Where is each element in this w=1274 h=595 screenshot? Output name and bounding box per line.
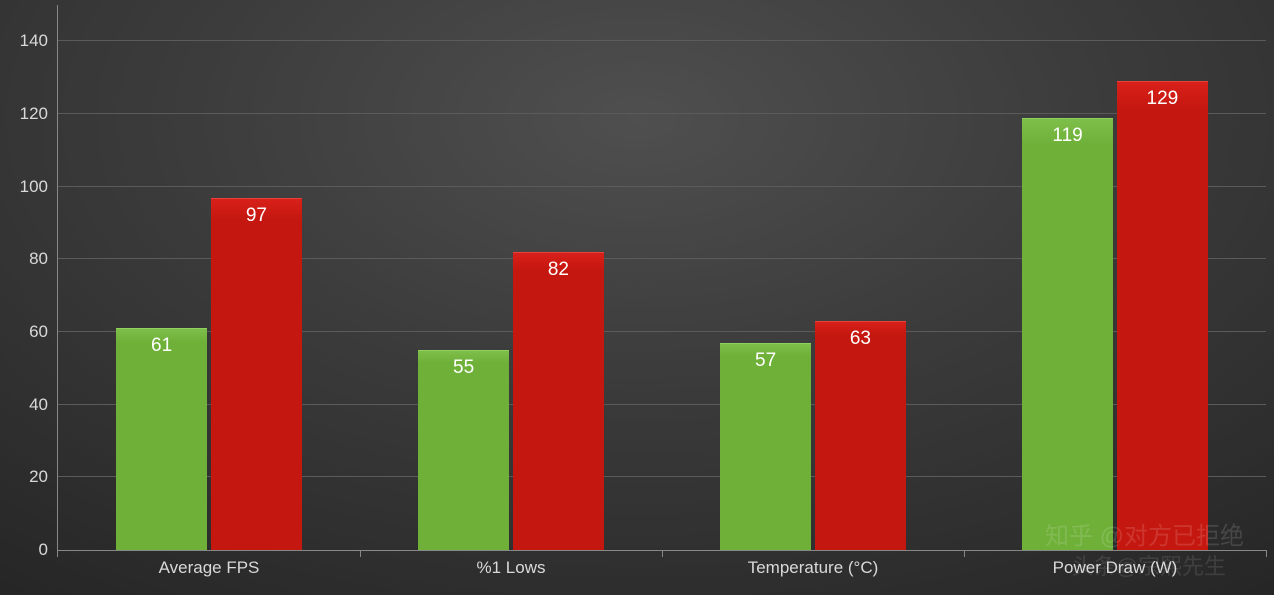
x-tick-mark bbox=[662, 550, 663, 557]
x-category-label: Temperature (°C) bbox=[748, 550, 879, 578]
bar-series-b: 82 bbox=[513, 252, 605, 550]
x-category-label: %1 Lows bbox=[477, 550, 546, 578]
x-tick-mark bbox=[1266, 550, 1267, 557]
y-tick-label: 40 bbox=[29, 395, 58, 415]
bar-value-label: 55 bbox=[418, 357, 510, 379]
bar-value-label: 82 bbox=[513, 259, 605, 281]
x-tick-mark bbox=[964, 550, 965, 557]
x-tick-mark bbox=[360, 550, 361, 557]
bar-series-a: 61 bbox=[116, 328, 208, 550]
bar-series-b: 129 bbox=[1117, 81, 1209, 550]
bar-value-label: 129 bbox=[1117, 88, 1209, 110]
y-tick-label: 100 bbox=[20, 177, 58, 197]
y-tick-label: 120 bbox=[20, 104, 58, 124]
y-tick-label: 140 bbox=[20, 31, 58, 51]
plot-area: 020406080100120140Average FPS%1 LowsTemp… bbox=[58, 5, 1266, 550]
bar-series-a: 119 bbox=[1022, 118, 1114, 550]
bar-series-a: 57 bbox=[720, 343, 812, 550]
y-tick-label: 80 bbox=[29, 249, 58, 269]
bar-value-label: 61 bbox=[116, 335, 208, 357]
x-category-label: Average FPS bbox=[159, 550, 260, 578]
gridline bbox=[58, 113, 1266, 114]
bar-value-label: 119 bbox=[1022, 125, 1114, 147]
chart-container: 0 20 40 60 80 100 120 140 Average FPS %1 Lows Temp… bbox=[0, 0, 1274, 595]
x-tick-mark bbox=[57, 550, 58, 557]
bar-series-b: 97 bbox=[211, 198, 303, 550]
bar-value-label: 97 bbox=[211, 205, 303, 227]
bar-series-b: 63 bbox=[815, 321, 907, 550]
gridline bbox=[58, 40, 1266, 41]
y-tick-label: 20 bbox=[29, 467, 58, 487]
bar-series-a: 55 bbox=[418, 350, 510, 550]
bar-value-label: 57 bbox=[720, 350, 812, 372]
bar-value-label: 63 bbox=[815, 328, 907, 350]
y-tick-label: 60 bbox=[29, 322, 58, 342]
x-category-label: Power Draw (W) bbox=[1053, 550, 1178, 578]
y-tick-label: 0 bbox=[39, 540, 58, 560]
